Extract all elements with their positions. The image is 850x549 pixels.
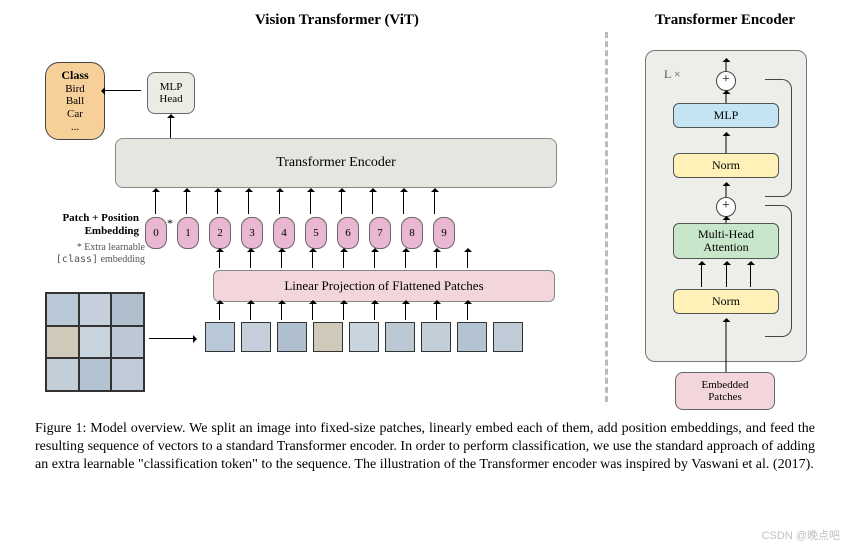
pp-sub-tail: embedding: [98, 254, 145, 265]
encoder-outer-box: L × + MLP Norm + Multi-Head Attention No…: [645, 50, 807, 362]
pp-sub-code: [class]: [56, 254, 98, 265]
class-item-3: ...: [50, 121, 100, 134]
enc-arrow-3: [726, 183, 727, 197]
encoder-mha-box: Multi-Head Attention: [673, 223, 779, 259]
pp-sub-l1: * Extra learnable: [77, 242, 145, 253]
patch-position-label: Patch + Position Embedding: [5, 212, 139, 237]
patch-to-proj-arrows: [219, 302, 468, 320]
arrow-encoder-to-mlp: [170, 116, 171, 138]
thumb-2: [112, 294, 143, 325]
pp-l2: Embedding: [85, 225, 139, 237]
encoder-title: Transformer Encoder: [655, 12, 795, 29]
enc-arrow-1: [726, 91, 727, 103]
token-0: 0: [145, 217, 167, 249]
pp-l1: Patch + Position: [62, 212, 139, 224]
enc-arrow-in: [726, 319, 727, 379]
embedded-patches-box: Embedded Patches: [675, 372, 775, 410]
patch-6: [421, 322, 451, 352]
patch-8: [493, 322, 523, 352]
thumb-0: [47, 294, 78, 325]
enc-arrow-2: [726, 133, 727, 153]
proj-to-token-arrows: [219, 250, 468, 268]
mlp-head-l2: Head: [148, 93, 194, 105]
class-head-label: Class: [50, 69, 100, 83]
encoder-norm2-box: Norm: [673, 289, 779, 314]
thumb-5: [112, 327, 143, 358]
thumb-4: [80, 327, 111, 358]
mlp-head-l1: MLP: [148, 81, 194, 93]
diagram-wrap: Vision Transformer (ViT) Transformer Enc…: [35, 12, 815, 35]
emb-l1: Embedded: [701, 379, 748, 391]
emb-l2: Patches: [708, 391, 742, 403]
class-output-box: Class Bird Ball Car ...: [45, 62, 105, 140]
vit-title: Vision Transformer (ViT): [255, 12, 419, 29]
thumb-6: [47, 359, 78, 390]
thumb-1: [80, 294, 111, 325]
patch-7: [457, 322, 487, 352]
encoder-diagram: L × + MLP Norm + Multi-Head Attention No…: [635, 42, 815, 422]
input-image-grid: [45, 292, 145, 392]
linproj-label: Linear Projection of Flattened Patches: [284, 278, 483, 294]
patch-1: [241, 322, 271, 352]
figure-caption: Figure 1: Model overview. We split an im…: [35, 420, 815, 475]
enc-arrow-out: [726, 59, 727, 71]
class-item-2: Car: [50, 108, 100, 121]
mha-l2: Attention: [703, 240, 748, 254]
extra-learnable-note: * Extra learnable [class] embedding: [5, 242, 145, 265]
mha-input-arrows: [701, 263, 751, 287]
patch-2: [277, 322, 307, 352]
class-item-0: Bird: [50, 83, 100, 96]
encoder-norm1-box: Norm: [673, 153, 779, 178]
thumb-8: [112, 359, 143, 390]
token-to-encoder-arrows: [155, 190, 435, 214]
arrow-image-to-patches: [149, 338, 195, 339]
class-item-1: Ball: [50, 95, 100, 108]
thumb-3: [47, 327, 78, 358]
vit-diagram: Class Bird Ball Car ... MLP Head Transfo…: [35, 42, 595, 422]
encoder-mlp-box: MLP: [673, 103, 779, 128]
patch-3: [313, 322, 343, 352]
thumb-7: [80, 359, 111, 390]
linear-projection-box: Linear Projection of Flattened Patches: [213, 270, 555, 302]
patch-5: [385, 322, 415, 352]
mha-l1: Multi-Head: [698, 227, 754, 241]
titles-row: Vision Transformer (ViT) Transformer Enc…: [35, 12, 815, 29]
vertical-divider: [605, 32, 608, 402]
patch-row: [205, 322, 523, 352]
lx-label: L ×: [664, 67, 681, 82]
patch-0: [205, 322, 235, 352]
residual-connection-1: [765, 79, 792, 197]
arrow-mlp-to-class: [103, 90, 141, 91]
patch-4: [349, 322, 379, 352]
encoder-label: Transformer Encoder: [276, 155, 396, 171]
watermark-text: CSDN @晚点吧: [762, 527, 840, 543]
transformer-encoder-box: Transformer Encoder: [115, 138, 557, 188]
mlp-head-box: MLP Head: [147, 72, 195, 114]
token-1: 1: [177, 217, 199, 249]
